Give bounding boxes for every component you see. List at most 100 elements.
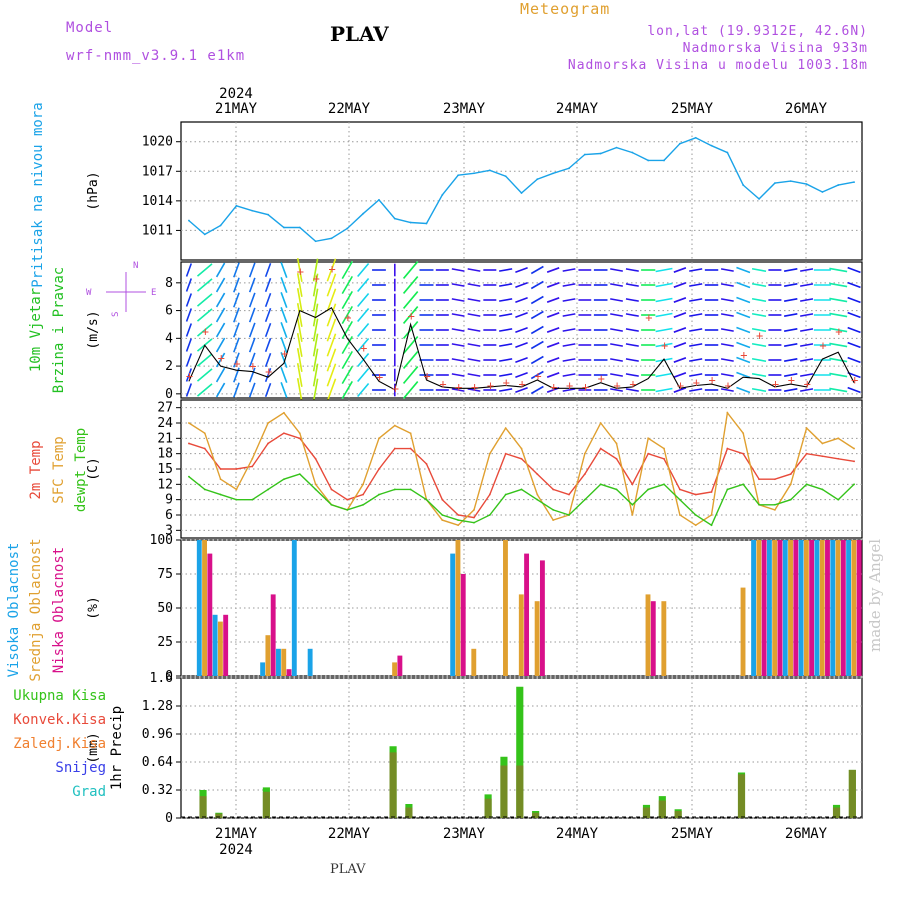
wind-arrow	[264, 277, 272, 293]
precip-legend-entry: Grad	[72, 784, 106, 800]
wind-arrow	[233, 307, 240, 323]
precip-bar-convective	[642, 807, 651, 818]
wind-arrow	[736, 386, 751, 394]
data-point	[488, 452, 491, 455]
wind-arrow	[296, 303, 303, 327]
wind-arrow	[800, 343, 814, 347]
wind-arrow	[296, 333, 303, 357]
cloud-bar	[835, 540, 841, 676]
wind-arrow	[689, 268, 703, 272]
gust-marker: +	[249, 359, 256, 373]
gust-marker: +	[392, 381, 399, 395]
precip-legend-entry: Ukupna Kisa	[13, 688, 106, 704]
data-point	[726, 151, 729, 154]
data-point	[520, 192, 523, 194]
data-point	[267, 442, 270, 445]
wind-arrow	[296, 288, 303, 312]
wind-arrow	[720, 328, 734, 332]
gust-marker: +	[550, 380, 557, 394]
wind-arrow	[233, 277, 240, 293]
wind-arrow	[515, 372, 528, 378]
y-tick-label: 18	[157, 447, 173, 462]
data-point	[314, 488, 317, 491]
wind-arrow	[312, 273, 319, 297]
wind-arrow	[720, 343, 734, 347]
data-point	[583, 153, 586, 156]
data-point	[599, 422, 602, 424]
wind-arrow	[829, 282, 848, 288]
wind-arrow	[736, 296, 751, 304]
cloud-bar	[524, 553, 530, 676]
wind-arrow	[546, 357, 560, 363]
wind-arrow	[280, 322, 288, 338]
wind-arrow	[751, 297, 767, 303]
cloud-bar	[223, 614, 229, 676]
wind-arrow	[326, 288, 337, 312]
data-point	[742, 432, 745, 435]
cloud-bar	[455, 540, 461, 676]
wind-arrow	[451, 298, 465, 302]
cloud-bar	[212, 614, 218, 676]
data-point	[615, 146, 618, 149]
wind-arrow	[736, 281, 751, 289]
wind-arrow	[296, 273, 303, 297]
wind-arrow	[326, 348, 337, 372]
wind-arrow	[264, 292, 272, 308]
wind-arrow	[720, 373, 734, 377]
gust-marker: +	[835, 324, 842, 338]
data-point	[568, 493, 570, 496]
cloud-bar	[265, 635, 271, 676]
wind-arrow	[800, 298, 814, 302]
data-point	[203, 432, 206, 435]
data-point	[789, 180, 792, 183]
gust-marker: +	[677, 379, 684, 393]
title-wind-1: 10m Vjetar	[28, 288, 44, 372]
gust-marker: +	[614, 379, 621, 393]
unit-label: (C)	[86, 457, 101, 480]
wind-arrow	[451, 283, 465, 287]
compass-west: W	[86, 288, 92, 298]
data-point	[647, 437, 650, 440]
data-point	[583, 498, 586, 501]
cloud-bar	[766, 540, 772, 676]
cloud-bar	[392, 662, 398, 676]
data-point	[425, 222, 428, 225]
cloud-bar	[846, 540, 852, 676]
cloud-bar	[803, 540, 809, 676]
wind-arrow	[546, 342, 560, 348]
wind-arrow	[233, 292, 240, 308]
y-tick-label: 1014	[142, 194, 173, 209]
y-tick-label: 2	[165, 359, 173, 374]
gust-marker: +	[566, 379, 573, 393]
model-label: Model	[66, 20, 114, 36]
data-point	[267, 213, 270, 216]
cloud-bar	[539, 560, 545, 676]
wind-arrow	[562, 298, 576, 302]
wind-arrow	[264, 262, 272, 278]
wind-arrow	[829, 327, 848, 333]
x-tick-label-bottom: 24MAY	[556, 826, 599, 842]
wind-arrow	[546, 372, 560, 378]
wind-arrow	[280, 367, 288, 383]
precip-bar-convective	[848, 769, 856, 818]
wind-arrow	[499, 283, 513, 287]
y-tick-label: 1017	[142, 164, 173, 179]
wind-arrow	[185, 338, 193, 352]
precip-bar-total	[516, 686, 524, 818]
precip-bar-convective	[405, 807, 413, 818]
wind-arrow	[655, 342, 673, 348]
data-point	[488, 514, 491, 516]
wind-arrow	[402, 381, 419, 399]
wind-arrow	[357, 367, 370, 383]
wind-arrow	[467, 283, 481, 287]
gust-marker: +	[645, 311, 652, 325]
wind-arrow	[610, 298, 623, 302]
data-point	[330, 488, 333, 491]
data-point	[425, 462, 428, 465]
cloud-bar	[503, 540, 508, 676]
data-point	[298, 437, 301, 440]
wind-arrow	[341, 260, 353, 280]
data-point	[837, 498, 840, 501]
wind-arrow	[499, 373, 513, 377]
